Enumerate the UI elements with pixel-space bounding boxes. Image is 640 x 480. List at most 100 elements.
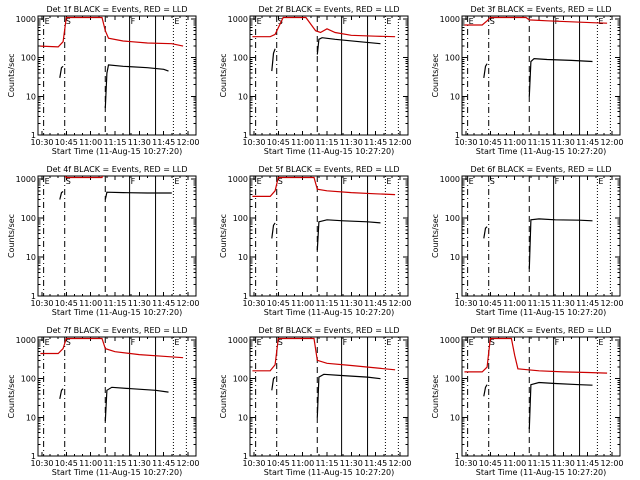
x-tick-label: 11:30 bbox=[128, 459, 151, 468]
y-tick-label: 1 bbox=[243, 131, 248, 140]
time-marker-label: S bbox=[490, 177, 495, 186]
x-axis-label: Start Time (11-Aug-15 10:27:20) bbox=[264, 147, 395, 156]
x-tick-label: 10:30 bbox=[454, 138, 477, 147]
x-tick-label: 10:45 bbox=[55, 138, 78, 147]
time-marker-label: E bbox=[257, 338, 262, 347]
y-tick-label: 1 bbox=[31, 131, 36, 140]
time-marker-label: E bbox=[469, 338, 474, 347]
x-tick-label: 11:15 bbox=[103, 138, 126, 147]
series-lld-line bbox=[64, 176, 104, 179]
x-tick-label: 11:45 bbox=[152, 299, 175, 308]
time-marker-label: E bbox=[174, 17, 179, 26]
chart-title: Det 3f BLACK = Events, RED = LLD bbox=[470, 5, 611, 14]
x-tick-label: 12:00 bbox=[388, 138, 411, 147]
time-marker-label: E bbox=[174, 177, 179, 186]
x-tick-label: 10:45 bbox=[267, 299, 290, 308]
time-marker-label: E bbox=[257, 177, 262, 186]
chart-panel-2: Det 2f BLACK = Events, RED = LLD 1 10 100 10… bbox=[219, 5, 412, 156]
y-tick-label: 1000 bbox=[228, 15, 248, 24]
time-marker-label: F bbox=[343, 17, 348, 26]
y-tick-label: 1000 bbox=[16, 175, 36, 184]
y-tick-label: 1000 bbox=[440, 15, 460, 24]
series-events-line bbox=[483, 57, 593, 97]
time-marker-label: F bbox=[131, 17, 136, 26]
time-marker-label: E bbox=[598, 338, 603, 347]
x-tick-label: 11:45 bbox=[576, 299, 599, 308]
time-marker-label: E bbox=[598, 177, 603, 186]
x-tick-label: 12:00 bbox=[176, 138, 199, 147]
chart-title: Det 2f BLACK = Events, RED = LLD bbox=[258, 5, 399, 14]
chart-title: Det 6f BLACK = Events, RED = LLD bbox=[470, 165, 611, 174]
time-marker-label: E bbox=[45, 177, 50, 186]
y-tick-label: 100 bbox=[21, 375, 36, 384]
plot-frame bbox=[249, 336, 409, 457]
series-events-line bbox=[59, 191, 172, 200]
x-tick-label: 11:30 bbox=[128, 299, 151, 308]
time-marker-label: S bbox=[278, 17, 283, 26]
x-tick-label: 11:30 bbox=[340, 299, 363, 308]
x-tick-label: 11:15 bbox=[527, 459, 550, 468]
x-axis-label: Start Time (11-Aug-15 10:27:20) bbox=[52, 147, 183, 156]
time-marker-label: E bbox=[45, 338, 50, 347]
plot-frame bbox=[461, 15, 621, 136]
time-marker-label: E bbox=[598, 17, 603, 26]
x-axis-label: Start Time (11-Aug-15 10:27:20) bbox=[264, 468, 395, 477]
chart-title: Det 8f BLACK = Events, RED = LLD bbox=[258, 326, 399, 335]
x-tick-label: 12:00 bbox=[388, 299, 411, 308]
x-tick-label: 11:45 bbox=[364, 299, 387, 308]
y-tick-label: 100 bbox=[445, 54, 460, 63]
x-tick-label: 11:15 bbox=[103, 459, 126, 468]
x-tick-label: 10:45 bbox=[479, 459, 502, 468]
x-tick-label: 11:45 bbox=[364, 138, 387, 147]
y-tick-label: 1 bbox=[31, 292, 36, 301]
series-events-line bbox=[59, 64, 169, 109]
y-tick-label: 1 bbox=[31, 452, 36, 461]
y-tick-label: 10 bbox=[26, 92, 36, 101]
x-tick-label: 10:45 bbox=[55, 299, 78, 308]
y-tick-label: 1000 bbox=[228, 175, 248, 184]
y-tick-label: 1 bbox=[455, 292, 460, 301]
plot-frame bbox=[37, 15, 197, 136]
time-marker-label: S bbox=[278, 338, 283, 347]
series-lld-line bbox=[252, 16, 396, 38]
chart-panel-8: Det 8f BLACK = Events, RED = LLD 1 10 100 10… bbox=[219, 326, 412, 477]
x-tick-label: 11:00 bbox=[291, 138, 314, 147]
time-marker-label: S bbox=[66, 338, 71, 347]
y-tick-label: 1000 bbox=[228, 336, 248, 345]
time-marker-label: S bbox=[66, 177, 71, 186]
plot-frame bbox=[249, 15, 409, 136]
x-axis-label: Start Time (11-Aug-15 10:27:20) bbox=[264, 308, 395, 317]
y-tick-label: 10 bbox=[450, 92, 460, 101]
series-lld-line bbox=[40, 337, 184, 359]
x-tick-label: 11:15 bbox=[315, 459, 338, 468]
plot-frame bbox=[461, 336, 621, 457]
x-tick-label: 11:30 bbox=[128, 138, 151, 147]
chart-panel-1: Det 1f BLACK = Events, RED = LLD 1 10 100 10… bbox=[7, 5, 200, 156]
y-tick-label: 100 bbox=[233, 214, 248, 223]
series-events-line bbox=[483, 218, 593, 269]
y-axis-label: Counts/sec bbox=[431, 374, 440, 418]
chart-title: Det 4f BLACK = Events, RED = LLD bbox=[46, 165, 187, 174]
x-tick-label: 11:00 bbox=[291, 299, 314, 308]
chart-panel-4: Det 4f BLACK = Events, RED = LLD 1 10 100 10… bbox=[7, 165, 200, 317]
time-marker-label: F bbox=[343, 177, 348, 186]
plot-frame bbox=[249, 175, 409, 297]
x-tick-label: 11:15 bbox=[315, 299, 338, 308]
y-axis-label: Counts/sec bbox=[7, 374, 16, 418]
x-tick-label: 12:00 bbox=[600, 459, 623, 468]
x-tick-label: 12:00 bbox=[176, 459, 199, 468]
x-tick-label: 11:45 bbox=[152, 459, 175, 468]
chart-title: Det 1f BLACK = Events, RED = LLD bbox=[46, 5, 187, 14]
time-marker-label: F bbox=[343, 338, 348, 347]
x-tick-label: 11:00 bbox=[503, 299, 526, 308]
time-marker-label: F bbox=[131, 338, 136, 347]
y-tick-label: 100 bbox=[445, 214, 460, 223]
x-tick-label: 10:45 bbox=[479, 138, 502, 147]
x-tick-label: 11:00 bbox=[79, 459, 102, 468]
x-tick-label: 11:45 bbox=[576, 138, 599, 147]
y-tick-label: 100 bbox=[21, 54, 36, 63]
x-tick-label: 11:30 bbox=[552, 459, 575, 468]
x-tick-label: 11:00 bbox=[503, 459, 526, 468]
y-axis-label: Counts/sec bbox=[431, 214, 440, 258]
